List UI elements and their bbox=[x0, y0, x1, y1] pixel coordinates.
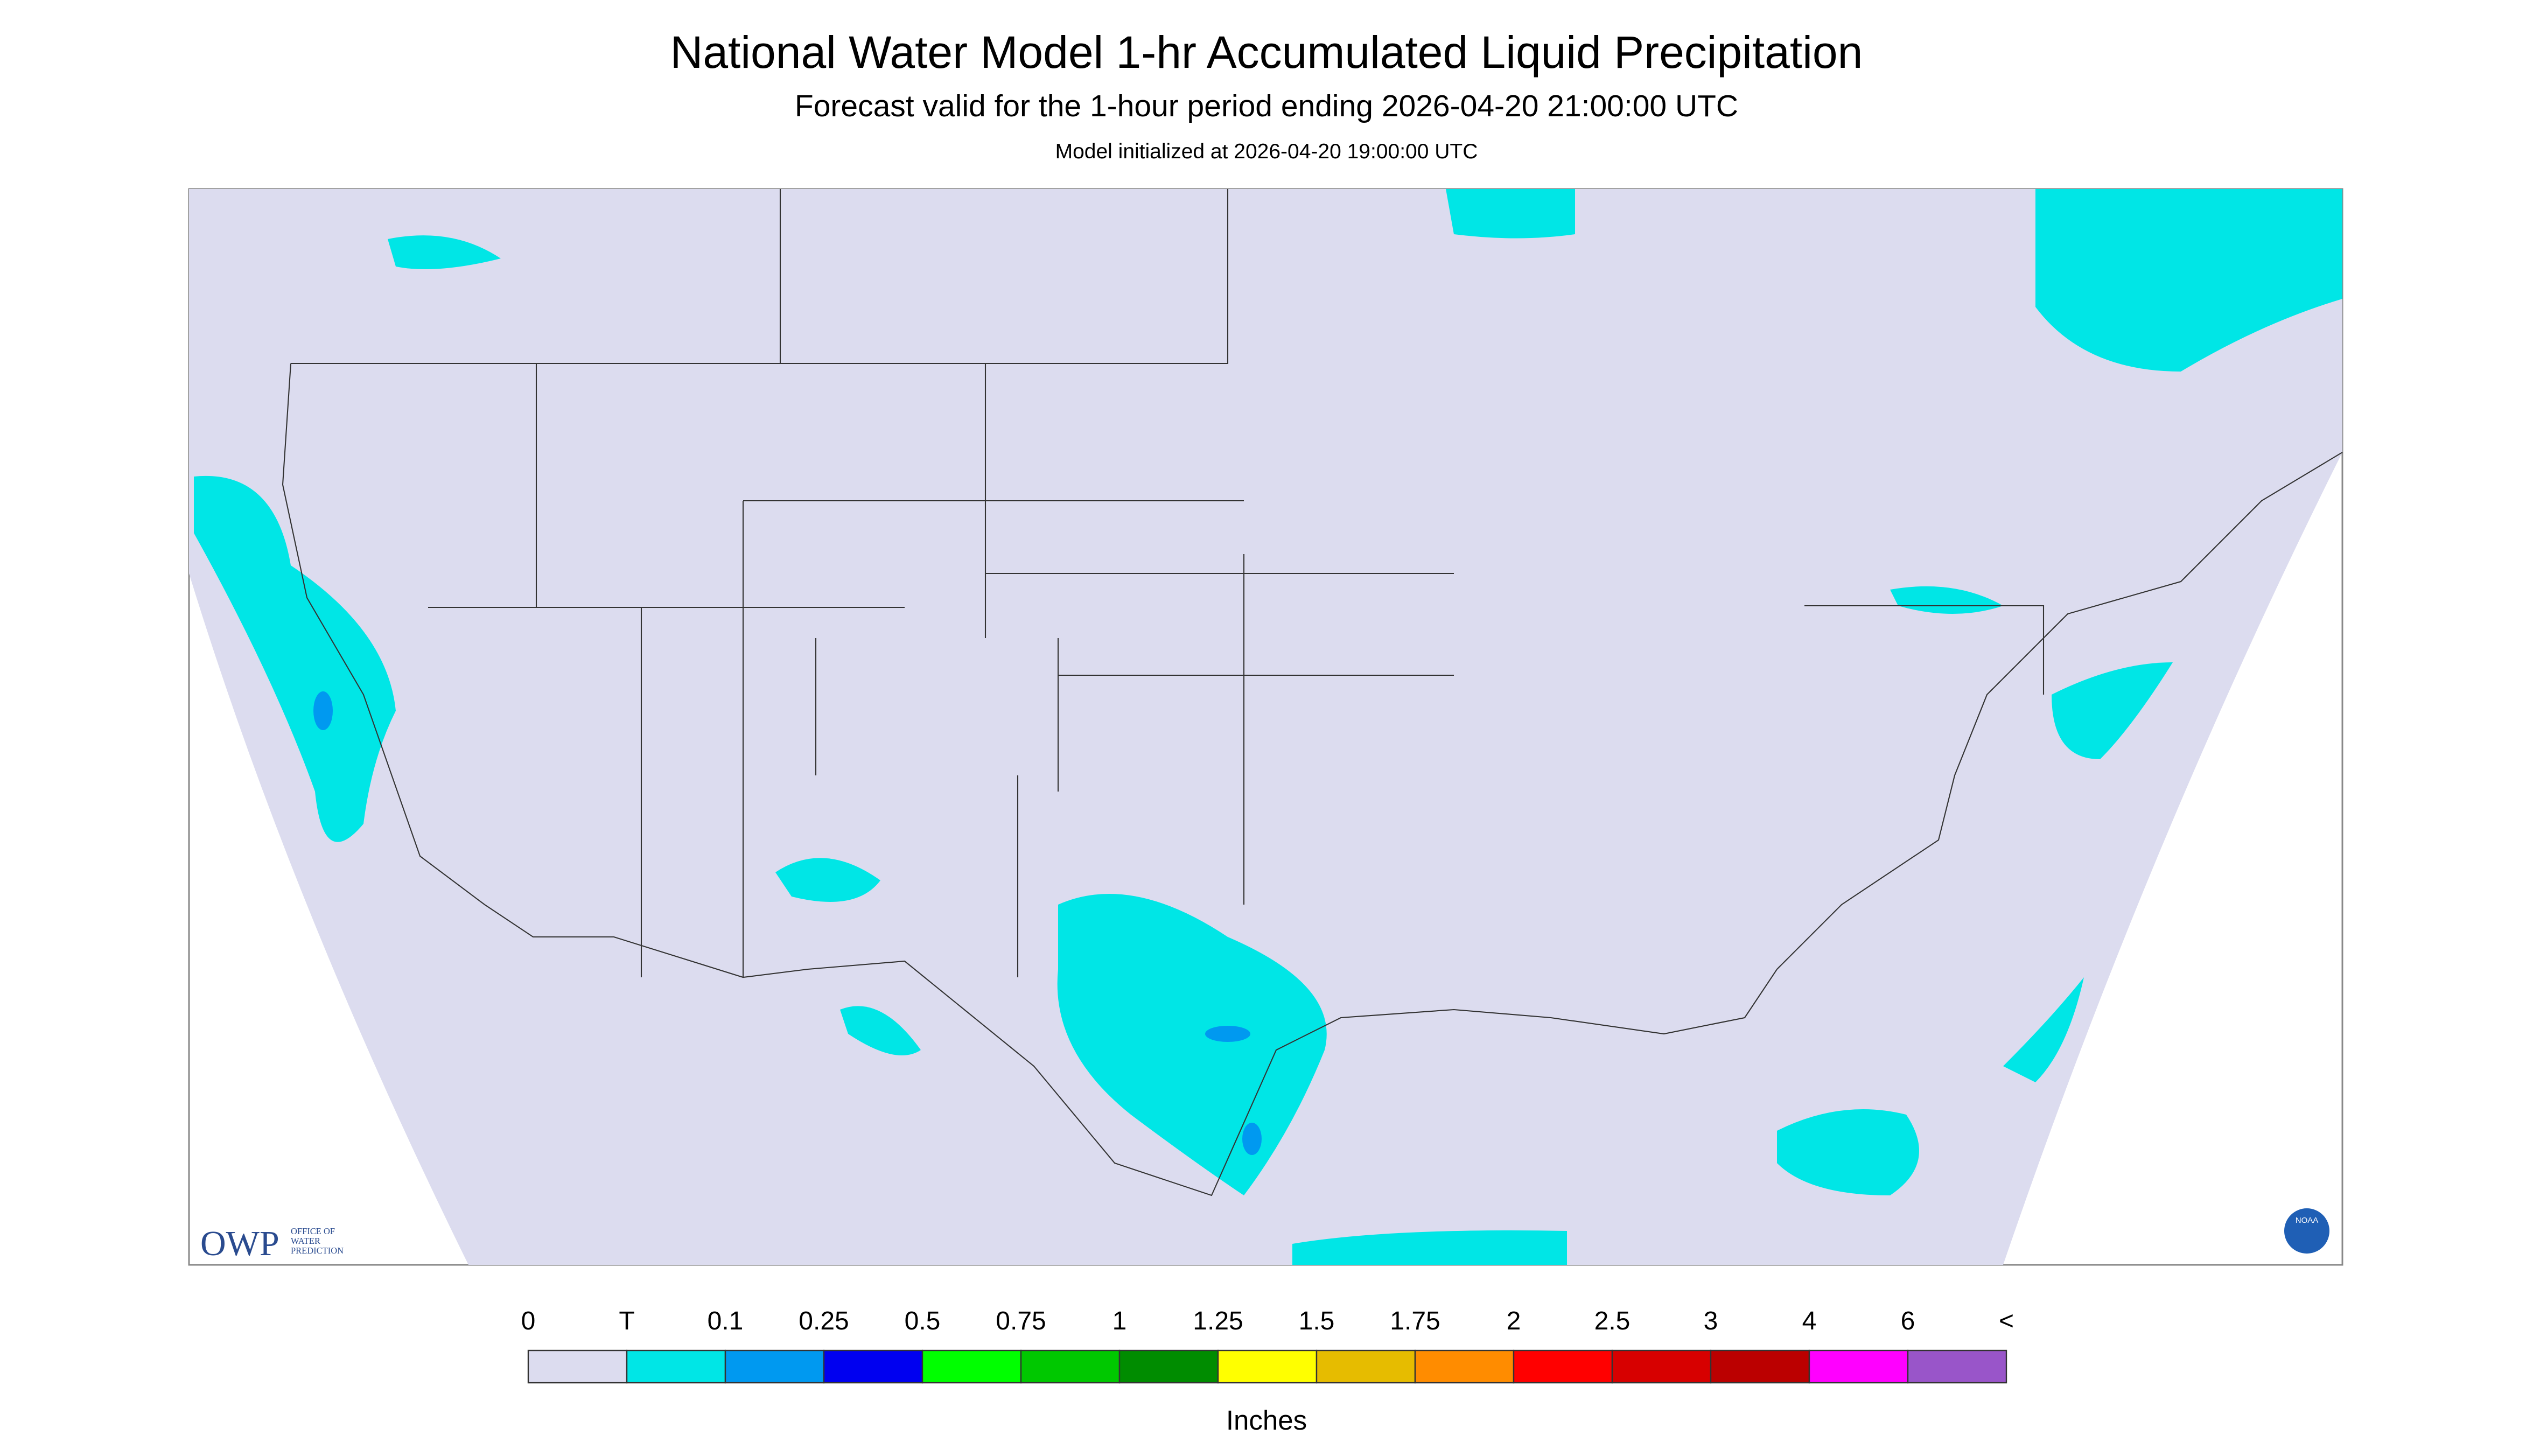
legend-label: 0.75 bbox=[996, 1307, 1046, 1335]
precip-area bbox=[194, 475, 396, 842]
boundary bbox=[428, 363, 2045, 978]
precip-areas bbox=[194, 189, 2342, 1265]
legend-swatch bbox=[1808, 1349, 1909, 1384]
legend-label: 0.5 bbox=[905, 1307, 941, 1335]
legend-label: 1.25 bbox=[1193, 1307, 1243, 1335]
legend-label: 2.5 bbox=[1594, 1307, 1631, 1335]
legend-swatch bbox=[1020, 1349, 1121, 1384]
legend: 0 T 0.1 0.25 0.5 0.75 1 1.25 1.5 1.75 2 2.5 3 4 6 < bbox=[521, 1307, 2014, 1384]
legend-unit: Inches bbox=[1226, 1405, 1307, 1436]
precip-area bbox=[2003, 977, 2084, 1083]
legend-label: 0.25 bbox=[799, 1307, 849, 1335]
agency-name: NOAA bbox=[2296, 1216, 2319, 1225]
precip-area bbox=[1777, 1109, 1919, 1196]
legend-swatch bbox=[724, 1349, 825, 1384]
boundary bbox=[282, 189, 2343, 1196]
legend-swatch bbox=[1907, 1349, 2007, 1384]
legend-label: 1.75 bbox=[1390, 1307, 1440, 1335]
legend-swatch bbox=[1611, 1349, 1712, 1384]
precip-area bbox=[1242, 1123, 1262, 1156]
boundaries bbox=[282, 189, 2343, 1196]
precip-area bbox=[1292, 1230, 1567, 1265]
legend-label: 1.5 bbox=[1299, 1307, 1335, 1335]
precip-area bbox=[1057, 894, 1327, 1196]
legend-swatch bbox=[1414, 1349, 1515, 1384]
legend-swatch bbox=[626, 1349, 726, 1384]
precip-area bbox=[1446, 189, 1575, 239]
precip-area bbox=[2035, 189, 2342, 372]
precip-area bbox=[2052, 662, 2173, 760]
subtitle: Forecast valid for the 1-hour period end… bbox=[795, 89, 1738, 123]
precip-area bbox=[313, 691, 333, 731]
legend-label: 2 bbox=[1507, 1307, 1521, 1335]
precip-area bbox=[775, 858, 880, 902]
legend-label: < bbox=[1999, 1307, 2014, 1335]
legend-label: T bbox=[619, 1307, 634, 1335]
precip-areas-heavier bbox=[313, 691, 1262, 1156]
legend-swatch bbox=[527, 1349, 628, 1384]
title: National Water Model 1-hr Accumulated Li… bbox=[670, 27, 1863, 78]
legend-label: 0 bbox=[521, 1307, 536, 1335]
precip-area bbox=[1205, 1026, 1250, 1042]
legend-swatch bbox=[1513, 1349, 1613, 1384]
legend-label: 3 bbox=[1704, 1307, 1718, 1335]
logo-line: WATER bbox=[291, 1236, 320, 1246]
logo-acronym: OWP bbox=[200, 1224, 279, 1263]
legend-label: 1 bbox=[1112, 1307, 1127, 1335]
logo-line: PREDICTION bbox=[291, 1245, 344, 1256]
legend-swatch bbox=[1316, 1349, 1416, 1384]
legend-swatch bbox=[1710, 1349, 1810, 1384]
logo-line: OFFICE OF bbox=[291, 1226, 335, 1236]
precip-area bbox=[1890, 586, 2003, 614]
init-time: Model initialized at 2026-04-20 19:00:00… bbox=[1055, 140, 1478, 163]
legend-label: 0.1 bbox=[708, 1307, 744, 1335]
domain bbox=[189, 189, 2342, 1265]
legend-swatch bbox=[921, 1349, 1022, 1384]
precip-area bbox=[388, 235, 501, 270]
agency-logo bbox=[2281, 1205, 2333, 1257]
legend-label: 4 bbox=[1802, 1307, 1817, 1335]
precip-area bbox=[840, 1006, 921, 1056]
legend-label: 6 bbox=[1901, 1307, 1915, 1335]
legend-swatch bbox=[1118, 1349, 1219, 1384]
legend-swatch bbox=[823, 1349, 923, 1384]
legend-swatch bbox=[1217, 1349, 1318, 1384]
